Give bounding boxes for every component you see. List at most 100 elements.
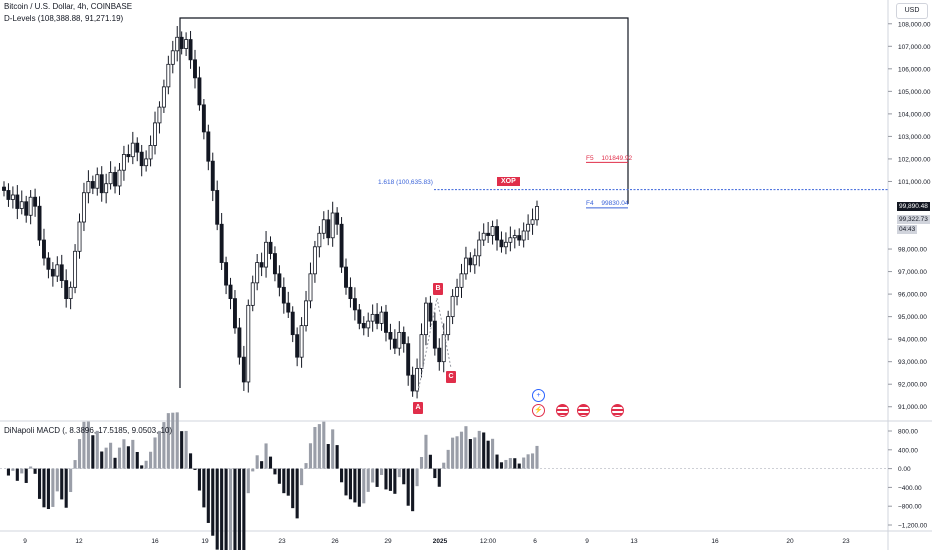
macd-bar: [459, 431, 464, 469]
macd-bar: [69, 468, 73, 493]
macd-bar: [482, 432, 486, 469]
macd-bar: [29, 466, 33, 469]
candle-body: [272, 253, 277, 275]
macd-bar: [117, 447, 122, 469]
xop-tag[interactable]: XOP: [497, 177, 520, 186]
pattern-point-b[interactable]: B: [433, 283, 443, 295]
candle-body: [526, 223, 531, 232]
candle-body: [477, 239, 482, 257]
candle-body: [344, 266, 348, 288]
candle-body: [175, 36, 180, 52]
candle-body: [468, 257, 473, 266]
macd-legend[interactable]: DiNapoli MACD (, 8.3896, 17.5185, 9.0503…: [4, 426, 173, 435]
macd-bar: [353, 468, 357, 503]
price-tick-label: 104,000.00: [898, 111, 931, 118]
price-axis[interactable]: 108,000.00 107,000.00 106,000.00 105,000.00…: [888, 21, 931, 411]
macd-bar: [233, 468, 237, 555]
indicator-legend[interactable]: D-Levels (108,388.88, 91,271.19): [4, 14, 124, 23]
candle-body: [224, 262, 229, 286]
candle-body: [521, 230, 526, 241]
candle-body: [486, 232, 491, 236]
candle-body: [50, 268, 55, 277]
candle-body: [512, 235, 517, 239]
macd-bar: [91, 435, 95, 469]
us-flag-icon[interactable]: [556, 404, 569, 417]
macd-bar: [237, 468, 241, 555]
macd-bar: [193, 468, 197, 470]
macd-bar: [362, 468, 366, 504]
candle-body: [437, 347, 442, 363]
price-tick-label: 94,000.00: [898, 337, 927, 344]
price-tick-label: 97,000.00: [898, 269, 927, 276]
fib-f4-label: F4 99830.04: [586, 200, 629, 207]
candle-body: [379, 311, 384, 324]
macd-bar: [157, 430, 162, 469]
candle-body: [490, 226, 495, 236]
macd-bar: [313, 427, 317, 469]
currency-button[interactable]: USD: [896, 3, 928, 19]
macd-bar: [531, 453, 535, 469]
macd-bar: [379, 468, 384, 475]
time-axis[interactable]: 9 12 16 19 23 26 29 2025 12:00 6 9 13 16 20 23: [23, 538, 850, 545]
price-tick-label: 96,000.00: [898, 292, 927, 299]
macd-bar: [46, 468, 50, 510]
plus-icon[interactable]: +: [532, 389, 545, 402]
lightning-icon[interactable]: ⚡: [532, 404, 545, 417]
macd-bar: [371, 468, 375, 483]
macd-bar: [264, 443, 268, 469]
macd-bar: [95, 430, 99, 469]
crosshair-price-tag: 99,322.73: [897, 215, 930, 224]
candle-body: [241, 356, 246, 383]
candle-body: [117, 169, 122, 187]
candle-body: [15, 194, 20, 209]
symbol-legend[interactable]: Bitcoin / U.S. Dollar, 4h, COINBASE: [4, 2, 133, 11]
pattern-point-a[interactable]: A: [413, 402, 423, 414]
fib-f4-name: F4: [586, 200, 594, 207]
time-tick-label: 20: [786, 538, 794, 545]
candle-body: [508, 237, 513, 243]
candle-body: [366, 320, 371, 329]
pattern-point-c[interactable]: C: [446, 371, 456, 383]
candle-body: [24, 201, 29, 216]
candle-body: [308, 273, 313, 302]
us-flag-icon[interactable]: [577, 404, 590, 417]
macd-bar: [331, 429, 335, 469]
time-tick-label: 16: [151, 538, 159, 545]
candle-body: [135, 142, 140, 153]
candle-body: [90, 181, 95, 189]
macd-bar: [326, 444, 330, 469]
macd-bar: [126, 446, 130, 469]
candle-body: [286, 302, 291, 313]
macd-axis[interactable]: 800.00 400.00 0.00 −400.00 −800.00 −1,200.00: [888, 429, 927, 530]
candle-body: [6, 190, 11, 200]
macd-bar: [55, 468, 59, 492]
time-tick-label: 12:00: [480, 538, 497, 545]
candle-body: [233, 298, 237, 329]
macd-bar: [77, 439, 82, 469]
macd-bar: [162, 422, 166, 469]
candle-body: [392, 338, 397, 349]
macd-bar: [153, 437, 157, 469]
candle-body: [201, 104, 206, 133]
macd-tick-label: 800.00: [898, 429, 918, 436]
candle-body: [19, 201, 24, 209]
candle-body: [352, 298, 357, 311]
time-tick-label: 9: [23, 538, 27, 545]
candle-body: [59, 264, 64, 281]
candle-body: [28, 196, 33, 216]
price-tick-label: 108,000.00: [898, 21, 931, 28]
macd-bar: [393, 468, 397, 494]
macd-bar: [451, 437, 455, 469]
macd-bar: [464, 426, 468, 469]
fib-extension-label: 1.618 (100,635.83): [378, 179, 433, 186]
macd-bar: [442, 462, 446, 469]
macd-bar: [291, 468, 295, 509]
macd-bar: [100, 451, 104, 469]
candle-body: [459, 273, 464, 288]
macd-bar: [491, 438, 495, 469]
us-flag-icon[interactable]: [611, 404, 624, 417]
macd-bar: [131, 439, 135, 469]
candle-body: [357, 309, 362, 324]
